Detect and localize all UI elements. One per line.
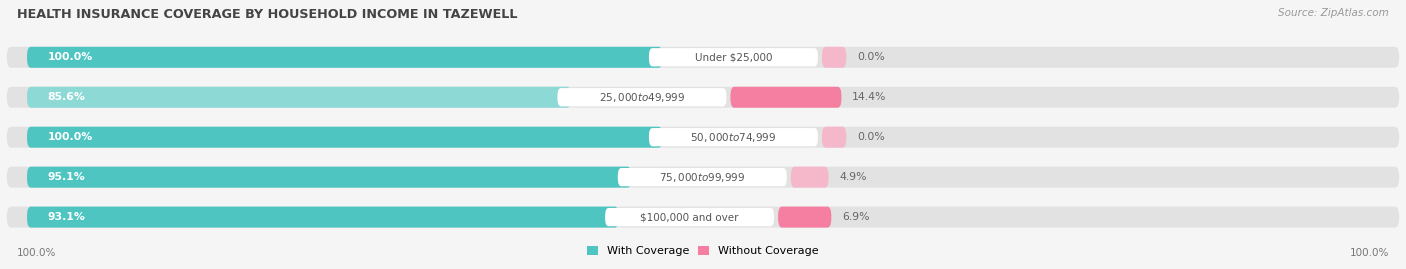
FancyBboxPatch shape [823,127,846,148]
FancyBboxPatch shape [823,47,846,68]
Text: 100.0%: 100.0% [17,248,56,258]
FancyBboxPatch shape [650,48,818,66]
FancyBboxPatch shape [7,207,1399,228]
Text: HEALTH INSURANCE COVERAGE BY HOUSEHOLD INCOME IN TAZEWELL: HEALTH INSURANCE COVERAGE BY HOUSEHOLD I… [17,8,517,21]
FancyBboxPatch shape [650,128,818,146]
Text: 0.0%: 0.0% [858,52,884,62]
Text: 6.9%: 6.9% [842,212,870,222]
FancyBboxPatch shape [731,87,841,108]
Text: 95.1%: 95.1% [48,172,86,182]
FancyBboxPatch shape [790,167,828,188]
FancyBboxPatch shape [7,127,1399,148]
Text: 100.0%: 100.0% [48,132,93,142]
Text: $25,000 to $49,999: $25,000 to $49,999 [599,91,685,104]
Text: 100.0%: 100.0% [48,52,93,62]
Text: Source: ZipAtlas.com: Source: ZipAtlas.com [1278,8,1389,18]
Text: 4.9%: 4.9% [839,172,868,182]
Text: 93.1%: 93.1% [48,212,86,222]
Text: 100.0%: 100.0% [1350,248,1389,258]
Text: 0.0%: 0.0% [858,132,884,142]
FancyBboxPatch shape [7,87,1399,108]
FancyBboxPatch shape [27,87,571,108]
Text: 85.6%: 85.6% [48,92,86,102]
FancyBboxPatch shape [27,167,631,188]
Text: $50,000 to $74,999: $50,000 to $74,999 [690,131,776,144]
Text: $100,000 and over: $100,000 and over [640,212,738,222]
FancyBboxPatch shape [27,47,662,68]
FancyBboxPatch shape [617,168,787,186]
FancyBboxPatch shape [557,88,727,106]
Text: 14.4%: 14.4% [852,92,887,102]
FancyBboxPatch shape [7,47,1399,68]
FancyBboxPatch shape [27,207,619,228]
Text: Under $25,000: Under $25,000 [695,52,772,62]
FancyBboxPatch shape [7,167,1399,188]
FancyBboxPatch shape [27,127,662,148]
FancyBboxPatch shape [605,208,775,226]
Text: $75,000 to $99,999: $75,000 to $99,999 [659,171,745,184]
Legend: With Coverage, Without Coverage: With Coverage, Without Coverage [582,242,824,261]
FancyBboxPatch shape [778,207,831,228]
